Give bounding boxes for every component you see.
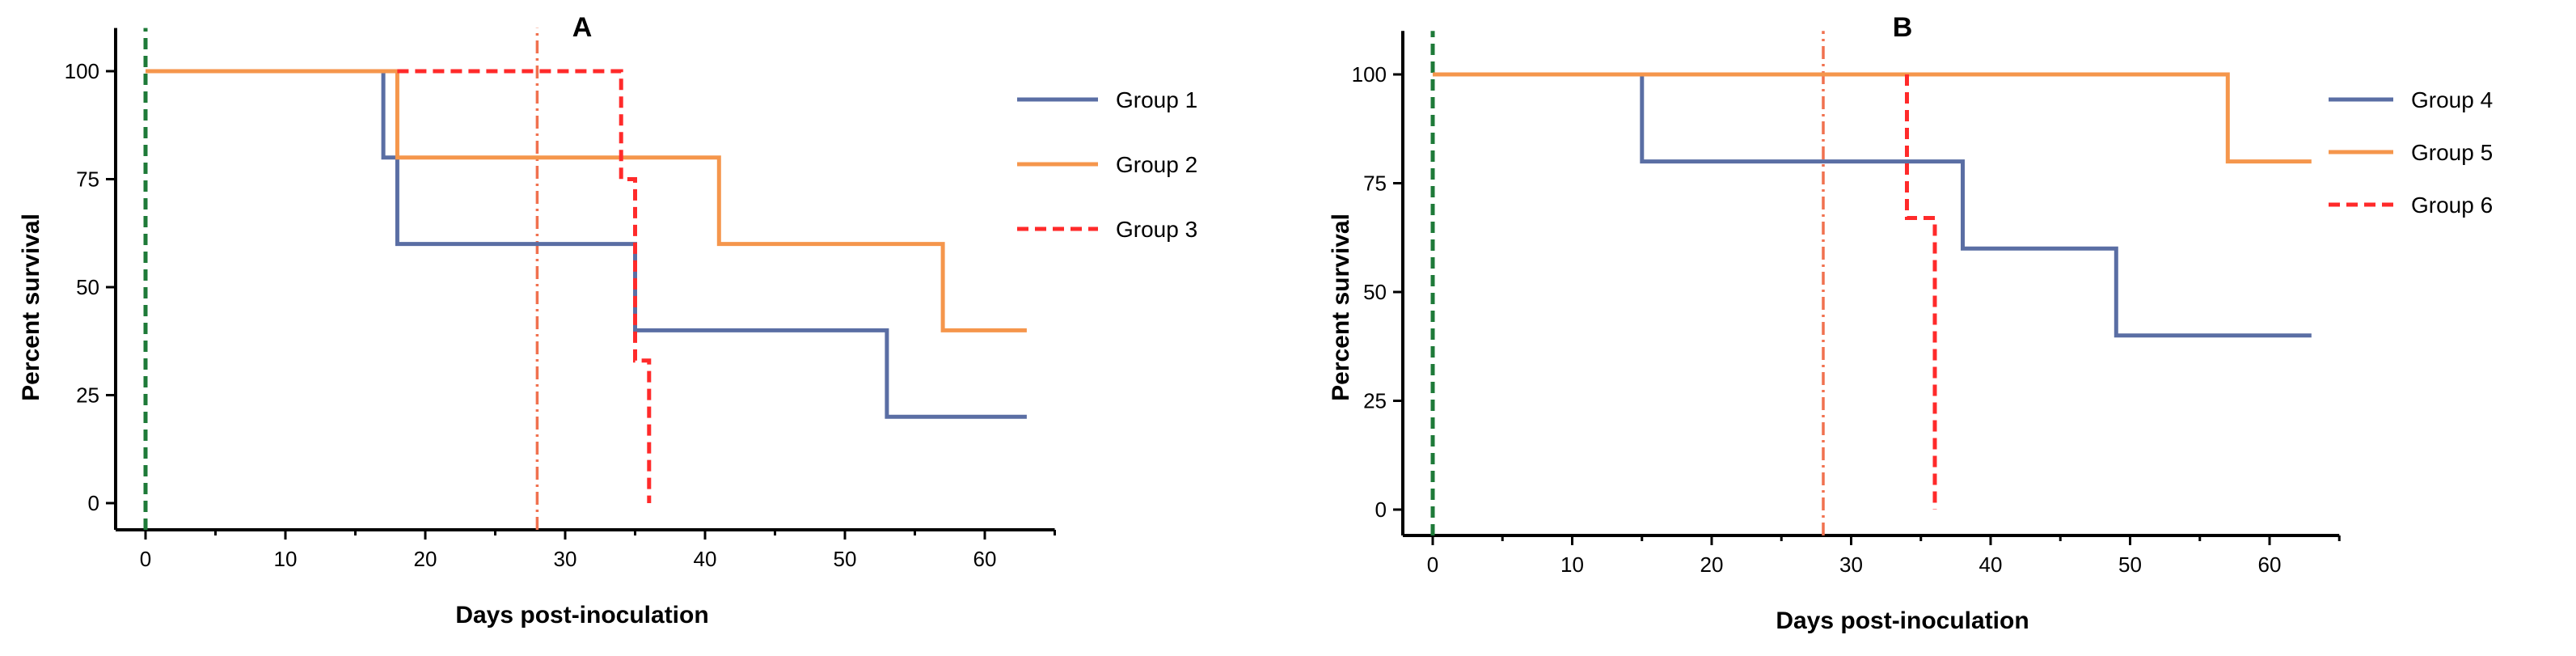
y-tick-label: 75 bbox=[76, 167, 99, 192]
legend-label: Group 2 bbox=[1116, 152, 1197, 177]
y-tick-label: 25 bbox=[1363, 389, 1387, 413]
panel-b: B 0 10 20 30 40 50 60 0 25 50 75 100 Days post-inoc… bbox=[1328, 12, 2493, 634]
x-axis-label: Days post-inoculation bbox=[455, 602, 708, 628]
x-tick-label: 10 bbox=[1560, 552, 1584, 577]
legend-label: Group 3 bbox=[1116, 217, 1197, 242]
legend-label: Group 6 bbox=[2411, 193, 2493, 218]
legend-label: Group 1 bbox=[1116, 87, 1197, 112]
chart-title: A bbox=[572, 12, 593, 43]
y-axis-label: Percent survival bbox=[18, 214, 44, 401]
series-group-1 bbox=[146, 69, 1027, 419]
x-tick-label: 30 bbox=[1839, 552, 1863, 577]
x-tick-label: 40 bbox=[694, 547, 717, 571]
x-tick-label: 20 bbox=[1700, 552, 1724, 577]
chart-title: B bbox=[1893, 12, 1913, 43]
y-tick-label: 0 bbox=[1375, 497, 1387, 522]
series-group-2 bbox=[146, 69, 1027, 332]
series-group-4 bbox=[1433, 72, 2312, 338]
y-tick-label: 75 bbox=[1363, 171, 1387, 196]
series-group-6 bbox=[1905, 74, 1937, 510]
x-tick-label: 30 bbox=[554, 547, 577, 571]
legend-label: Group 5 bbox=[2411, 140, 2493, 165]
y-tick-label: 50 bbox=[76, 275, 99, 299]
x-tick-label: 10 bbox=[274, 547, 298, 571]
y-axis-label: Percent survival bbox=[1328, 214, 1354, 401]
x-tick-label: 0 bbox=[140, 547, 151, 571]
x-axis-label: Days post-inoculation bbox=[1776, 607, 2029, 634]
x-tick-label: 60 bbox=[973, 547, 997, 571]
y-tick-label: 100 bbox=[1352, 62, 1387, 87]
x-tick-label: 50 bbox=[2118, 552, 2142, 577]
x-tick-label: 20 bbox=[414, 547, 437, 571]
series-group-3 bbox=[397, 69, 652, 503]
x-tick-label: 0 bbox=[1427, 552, 1438, 577]
x-tick-label: 60 bbox=[2258, 552, 2282, 577]
x-tick-label: 40 bbox=[1979, 552, 2003, 577]
x-tick-label: 50 bbox=[834, 547, 857, 571]
panel-a: A 0 10 20 30 40 50 60 0 25 50 75 100 Days post-inoc… bbox=[18, 12, 1197, 628]
legend: Group 1 Group 2 Group 3 bbox=[1017, 87, 1197, 242]
y-tick-label: 25 bbox=[76, 383, 99, 408]
legend-label: Group 4 bbox=[2411, 87, 2493, 112]
y-tick-label: 100 bbox=[65, 59, 99, 83]
legend: Group 4 Group 5 Group 6 bbox=[2329, 87, 2493, 218]
y-tick-label: 0 bbox=[88, 491, 99, 515]
series-group-5 bbox=[1433, 72, 2312, 164]
y-tick-label: 50 bbox=[1363, 280, 1387, 304]
